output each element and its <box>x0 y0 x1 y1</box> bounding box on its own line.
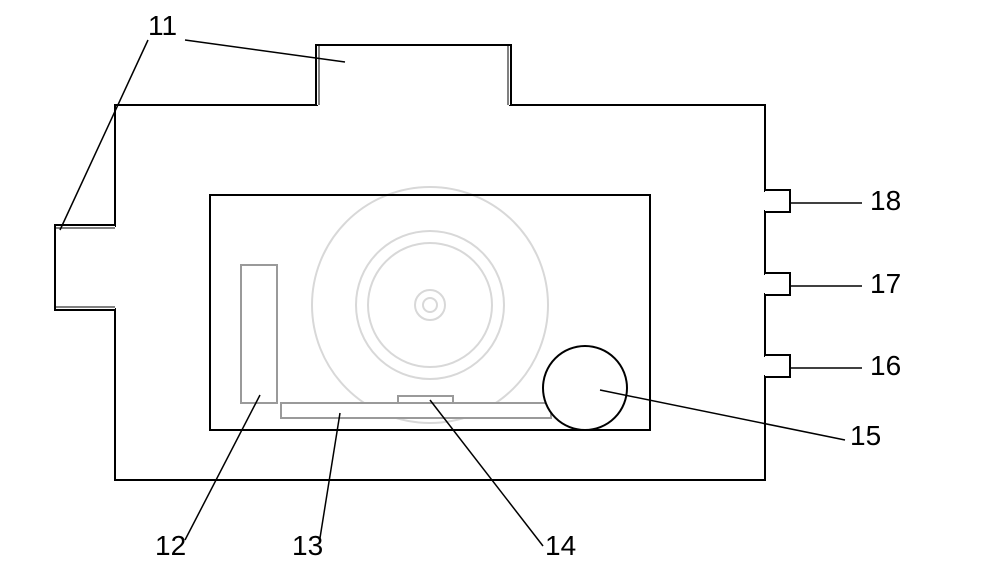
leader-15 <box>600 390 845 440</box>
left-protrusion <box>55 225 115 310</box>
label-12: 12 <box>155 530 186 562</box>
label-15: 15 <box>850 420 881 452</box>
plate <box>281 403 551 418</box>
top-protrusion <box>316 45 511 105</box>
big-circle-mid2 <box>368 243 492 367</box>
main-body <box>115 105 765 480</box>
label-11: 11 <box>148 10 177 42</box>
leader-12 <box>185 395 260 540</box>
small-tab <box>398 396 453 403</box>
label-17: 17 <box>870 268 901 300</box>
right-port-mid <box>765 273 790 295</box>
label-18: 18 <box>870 185 901 217</box>
diagram-svg <box>0 0 1000 583</box>
big-circle-inner1 <box>415 290 445 320</box>
big-circle-inner2 <box>423 298 437 312</box>
label-16: 16 <box>870 350 901 382</box>
big-circle-mid1 <box>356 231 504 379</box>
tall-block <box>241 265 277 403</box>
leader-11a <box>60 40 148 230</box>
leader-13 <box>320 413 340 538</box>
label-14: 14 <box>545 530 576 562</box>
right-port-top <box>765 190 790 212</box>
big-circle-outer <box>312 187 548 423</box>
label-13: 13 <box>292 530 323 562</box>
leader-14 <box>430 400 543 546</box>
small-circle <box>543 346 627 430</box>
right-port-bot <box>765 355 790 377</box>
